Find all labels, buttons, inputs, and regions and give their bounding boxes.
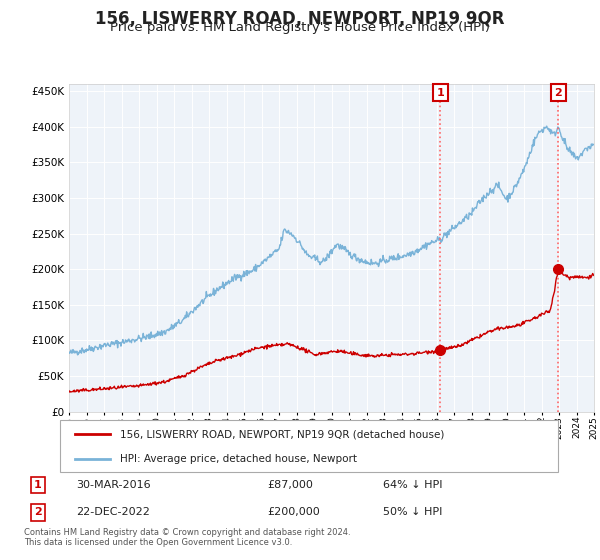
- Text: 2: 2: [554, 87, 562, 97]
- Text: £87,000: £87,000: [267, 480, 313, 490]
- Text: HPI: Average price, detached house, Newport: HPI: Average price, detached house, Newp…: [120, 454, 357, 464]
- Text: 156, LISWERRY ROAD, NEWPORT, NP19 9QR (detached house): 156, LISWERRY ROAD, NEWPORT, NP19 9QR (d…: [120, 430, 444, 440]
- Text: 1: 1: [436, 87, 444, 97]
- Text: 156, LISWERRY ROAD, NEWPORT, NP19 9QR: 156, LISWERRY ROAD, NEWPORT, NP19 9QR: [95, 10, 505, 27]
- Text: Price paid vs. HM Land Registry's House Price Index (HPI): Price paid vs. HM Land Registry's House …: [110, 21, 490, 34]
- Text: Contains HM Land Registry data © Crown copyright and database right 2024.
This d: Contains HM Land Registry data © Crown c…: [24, 528, 350, 548]
- Text: 22-DEC-2022: 22-DEC-2022: [76, 507, 151, 517]
- Text: 30-MAR-2016: 30-MAR-2016: [76, 480, 151, 490]
- Text: £200,000: £200,000: [267, 507, 320, 517]
- Text: 50% ↓ HPI: 50% ↓ HPI: [383, 507, 442, 517]
- Text: 2: 2: [34, 507, 41, 517]
- Text: 64% ↓ HPI: 64% ↓ HPI: [383, 480, 442, 490]
- Text: 1: 1: [34, 480, 41, 490]
